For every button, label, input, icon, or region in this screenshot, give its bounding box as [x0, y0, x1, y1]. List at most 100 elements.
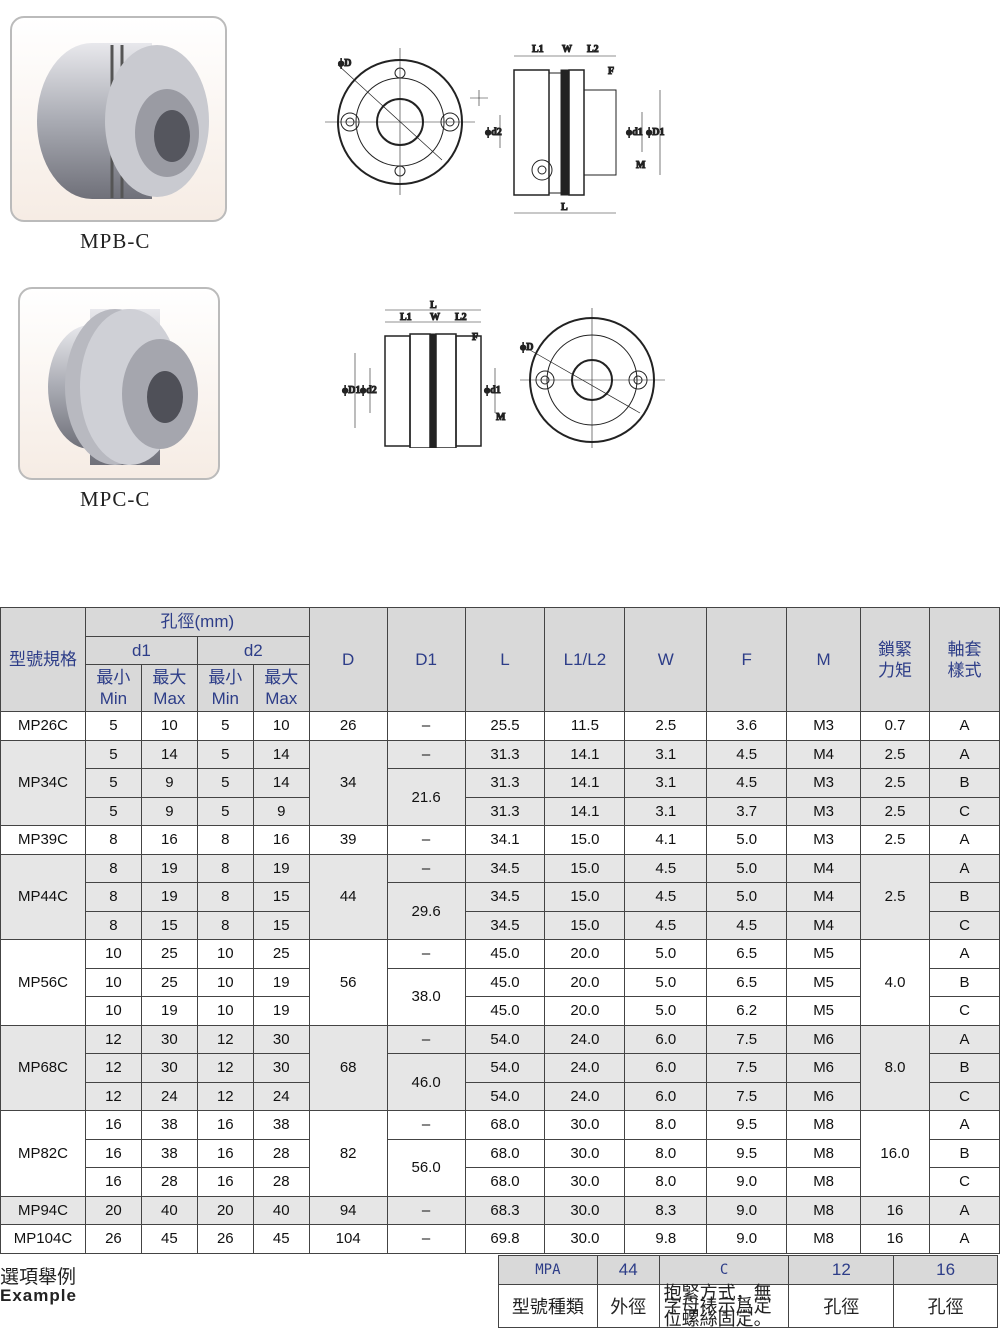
- f-cell: 4.5: [706, 739, 788, 769]
- l1l2-cell: 15.0: [544, 882, 626, 912]
- bore-d2min-cell: 20: [196, 1195, 254, 1225]
- l-cell: 54.0: [464, 1081, 546, 1111]
- bore-d1min-cell: 26: [84, 1224, 142, 1254]
- m-cell: M3: [786, 796, 862, 826]
- l1l2-cell: 30.0: [544, 1110, 626, 1140]
- table-row: MP44C 8 19 8 19 44–34.5 15.0 4.5 5.0 M4 2.5 A: [0, 853, 1000, 940]
- bore-d2min-cell: 10: [196, 939, 254, 969]
- bore-d1max-cell: 45: [140, 1224, 198, 1254]
- bore-d1max-cell: 16: [140, 825, 198, 855]
- header-d1-outer: D1: [386, 607, 466, 712]
- w-cell: 8.0: [624, 1138, 708, 1168]
- l-cell: 68.0: [464, 1110, 546, 1140]
- model-cell: MP44C: [0, 853, 86, 940]
- bore-d1min-cell: 16: [84, 1138, 142, 1168]
- svg-text:ϕD1: ϕD1: [342, 385, 360, 396]
- f-cell: 6.5: [706, 967, 788, 997]
- svg-text:F: F: [608, 66, 614, 77]
- example-title-zh: 選項舉例: [0, 1267, 77, 1288]
- d1-cell: 21.6: [386, 768, 466, 826]
- bore-d2min-cell: 12: [196, 1053, 254, 1083]
- hub-style-cell: A: [928, 711, 1000, 741]
- bore-d1min-cell: 10: [84, 996, 142, 1026]
- l-cell: 54.0: [464, 1053, 546, 1083]
- d1-cell: 56.0: [386, 1138, 466, 1197]
- bore-d1min-cell: 12: [84, 1024, 142, 1054]
- hub-style-cell: C: [928, 796, 1000, 826]
- bore-d1max-cell: 9: [140, 768, 198, 798]
- w-cell: 5.0: [624, 996, 708, 1026]
- hub-style-cell: A: [928, 1110, 1000, 1140]
- model-cell: MP82C: [0, 1110, 86, 1197]
- torque-cell: 4.0: [860, 939, 930, 1026]
- svg-text:L1: L1: [532, 44, 544, 55]
- torque-cell: 16.0: [860, 1110, 930, 1197]
- d1-cell: –: [386, 711, 466, 741]
- f-cell: 5.0: [706, 853, 788, 883]
- d1-cell: 38.0: [386, 967, 466, 1026]
- w-cell: 5.0: [624, 967, 708, 997]
- f-cell: 5.0: [706, 825, 788, 855]
- d1-cell: 29.6: [386, 882, 466, 940]
- l1l2-cell: 15.0: [544, 825, 626, 855]
- table-row: 5 9 5 14 21.6 31.3 14.1 3.1 4.5 M3 2.5 B: [1, 768, 1000, 826]
- bore-d1max-cell: 9: [140, 796, 198, 826]
- bore-d2min-cell: 16: [196, 1167, 254, 1197]
- m-cell: M5: [786, 996, 862, 1026]
- l1l2-cell: 15.0: [544, 853, 626, 883]
- bore-d2max-cell: 10: [252, 711, 310, 741]
- technical-drawing-mpc-c: L L1 W L2 F ϕD1 ϕd2 ϕd1 M ϕD: [342, 300, 665, 448]
- f-cell: 9.5: [706, 1138, 788, 1168]
- table-row: 10 25 10 19 38.0 45.0 20.0 5.0 6.5 M5 B: [1, 967, 1000, 1026]
- hub-style-cell: A: [928, 1024, 1000, 1054]
- bore-d1min-cell: 5: [84, 768, 142, 798]
- m-cell: M8: [786, 1224, 862, 1254]
- w-cell: 4.1: [624, 825, 708, 855]
- m-cell: M3: [786, 768, 862, 798]
- m-cell: M3: [786, 825, 862, 855]
- l1l2-cell: 11.5: [544, 711, 626, 741]
- l-cell: 34.1: [464, 825, 546, 855]
- l-cell: 34.5: [464, 910, 546, 940]
- bore-d2max-cell: 9: [252, 796, 310, 826]
- table-row: MP39C 8 16 8 16 39–34.1 15.0 4.1 5.0 M3 2.5 A: [0, 825, 1000, 855]
- l1l2-cell: 30.0: [544, 1195, 626, 1225]
- l-cell: 25.5: [464, 711, 546, 741]
- l1l2-cell: 14.1: [544, 768, 626, 798]
- table-row: 10 19 10 19 45.0 20.0 5.0 6.2 M5 C: [1, 996, 1000, 1026]
- bore-d1min-cell: 8: [84, 853, 142, 883]
- model-cell: MP56C: [0, 939, 86, 1026]
- bore-d1min-cell: 12: [84, 1053, 142, 1083]
- m-cell: M6: [786, 1081, 862, 1111]
- m-cell: M5: [786, 939, 862, 969]
- table-row: 12 30 12 30 46.0 54.0 24.0 6.0 7.5 M6 B: [1, 1053, 1000, 1111]
- outer-diameter-cell: 82: [308, 1110, 388, 1197]
- bore-d1min-cell: 8: [84, 825, 142, 855]
- bore-d2min-cell: 8: [196, 882, 254, 912]
- f-cell: 3.6: [706, 711, 788, 741]
- l-cell: 31.3: [464, 796, 546, 826]
- f-cell: 6.5: [706, 939, 788, 969]
- d1-cell: –: [386, 1224, 466, 1254]
- bore-d1max-cell: 25: [140, 967, 198, 997]
- example-meaning-diameter: 外徑: [596, 1284, 660, 1328]
- bore-d2max-cell: 25: [252, 939, 310, 969]
- header-w: W: [624, 607, 708, 712]
- example-code-bore2: 16: [893, 1255, 998, 1285]
- f-cell: 9.5: [706, 1110, 788, 1140]
- l-cell: 45.0: [464, 967, 546, 997]
- m-cell: M8: [786, 1110, 862, 1140]
- hub-style-cell: A: [928, 739, 1000, 769]
- label-phi-d: ϕD: [338, 58, 351, 69]
- table-row: 16 38 16 28 56.0 68.0 30.0 8.0 9.5 M8 B: [1, 1138, 1000, 1197]
- example-code-series: MPA: [498, 1255, 598, 1285]
- bore-d1min-cell: 10: [84, 939, 142, 969]
- svg-text:L: L: [561, 202, 568, 213]
- w-cell: 2.5: [624, 711, 708, 741]
- header-min: 最小 Min: [84, 664, 142, 712]
- header-f: F: [706, 607, 788, 712]
- l-cell: 31.3: [464, 768, 546, 798]
- hub-style-cell: A: [928, 853, 1000, 883]
- w-cell: 3.1: [624, 739, 708, 769]
- outer-diameter-cell: 56: [308, 939, 388, 1026]
